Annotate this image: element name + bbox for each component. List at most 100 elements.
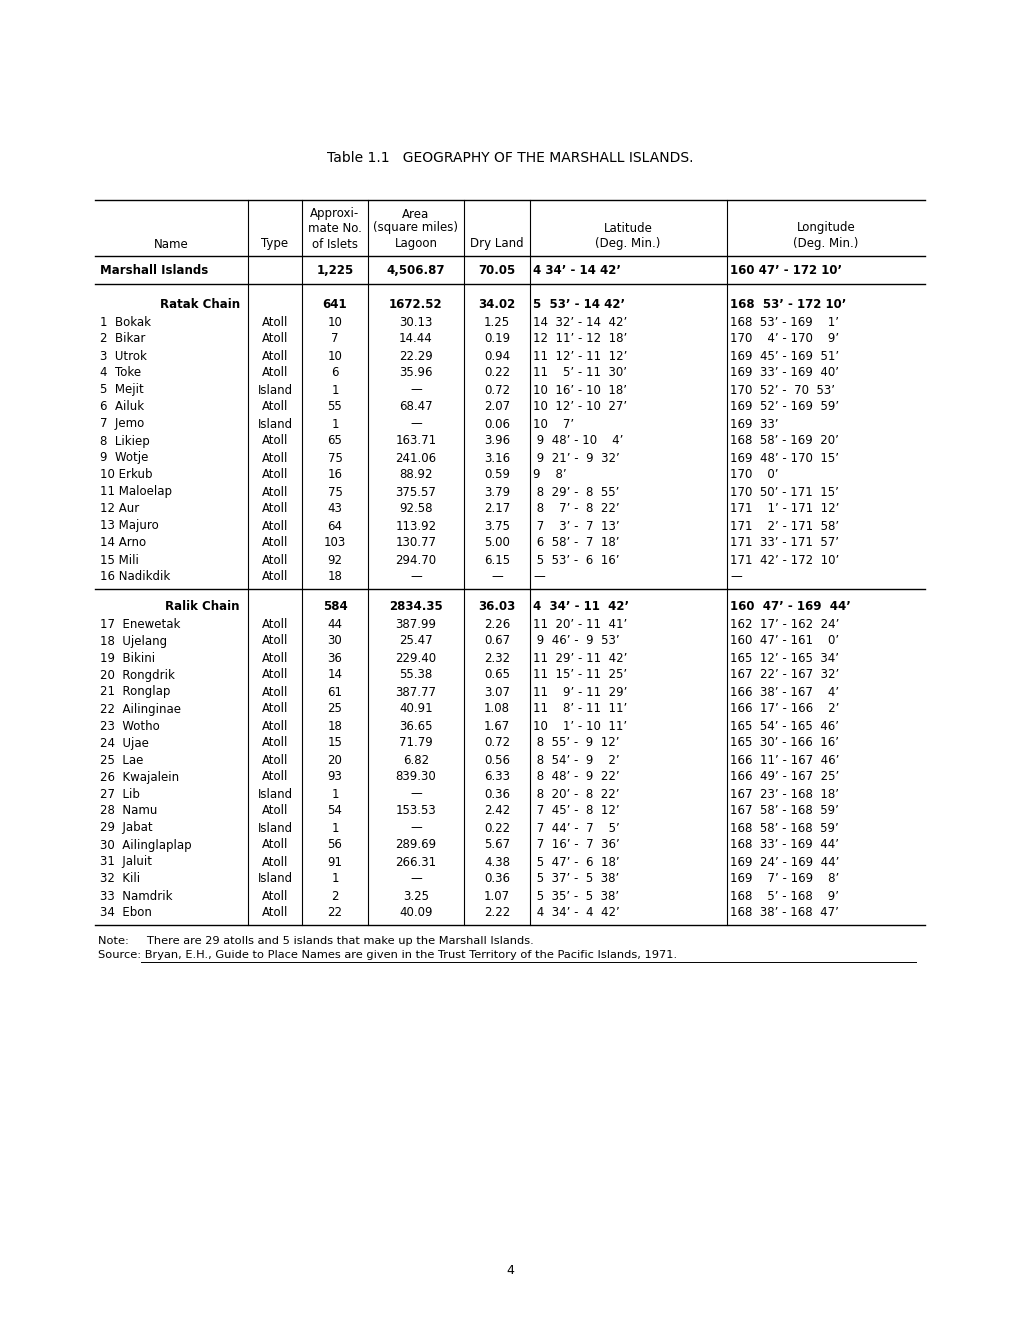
Text: 153.53: 153.53 <box>395 804 436 817</box>
Text: Note:     There are 29 atolls and 5 islands that make up the Marshall Islands.: Note: There are 29 atolls and 5 islands … <box>98 936 533 946</box>
Text: Ralik Chain: Ralik Chain <box>165 601 239 614</box>
Text: 9  Wotje: 9 Wotje <box>100 451 148 465</box>
Text: 2.07: 2.07 <box>483 400 510 413</box>
Text: 92: 92 <box>327 553 342 566</box>
Text: 5.67: 5.67 <box>483 838 510 851</box>
Text: 5  37’ -  5  38’: 5 37’ - 5 38’ <box>533 873 619 886</box>
Text: Atoll: Atoll <box>262 400 288 413</box>
Text: —: — <box>410 384 422 396</box>
Text: 11 Maloelap: 11 Maloelap <box>100 486 172 499</box>
Text: 584: 584 <box>322 601 347 614</box>
Text: 165  12’ - 165  34’: 165 12’ - 165 34’ <box>730 652 839 664</box>
Text: 30.13: 30.13 <box>398 315 432 329</box>
Text: 1.07: 1.07 <box>483 890 510 903</box>
Text: 20  Rongdrik: 20 Rongdrik <box>100 668 174 681</box>
Text: Atoll: Atoll <box>262 771 288 784</box>
Text: 2: 2 <box>331 890 338 903</box>
Text: 33  Namdrik: 33 Namdrik <box>100 890 172 903</box>
Text: Atoll: Atoll <box>262 520 288 532</box>
Text: 7  45’ -  8  12’: 7 45’ - 8 12’ <box>533 804 619 817</box>
Text: 166  49’ - 167  25’: 166 49’ - 167 25’ <box>730 771 839 784</box>
Text: Latitude: Latitude <box>603 222 652 235</box>
Text: 23  Wotho: 23 Wotho <box>100 719 160 733</box>
Text: 165  30’ - 166  16’: 165 30’ - 166 16’ <box>730 737 839 750</box>
Text: 168  53’ - 169    1’: 168 53’ - 169 1’ <box>730 315 839 329</box>
Text: 6.15: 6.15 <box>483 553 510 566</box>
Text: 25  Lae: 25 Lae <box>100 754 144 767</box>
Text: 167  58’ - 168  59’: 167 58’ - 168 59’ <box>730 804 838 817</box>
Text: 36: 36 <box>327 652 342 664</box>
Text: Atoll: Atoll <box>262 754 288 767</box>
Text: 375.57: 375.57 <box>395 486 436 499</box>
Text: 25.47: 25.47 <box>398 635 432 648</box>
Text: 22  Ailinginae: 22 Ailinginae <box>100 702 180 715</box>
Text: Atoll: Atoll <box>262 668 288 681</box>
Text: 5  53’ - 14 42’: 5 53’ - 14 42’ <box>533 298 625 312</box>
Text: 16 Nadikdik: 16 Nadikdik <box>100 570 170 583</box>
Text: Atoll: Atoll <box>262 333 288 346</box>
Text: Atoll: Atoll <box>262 536 288 549</box>
Text: 12  11’ - 12  18’: 12 11’ - 12 18’ <box>533 333 627 346</box>
Text: Ratak Chain: Ratak Chain <box>160 298 239 312</box>
Text: Atoll: Atoll <box>262 350 288 363</box>
Text: 29  Jabat: 29 Jabat <box>100 821 153 834</box>
Text: Atoll: Atoll <box>262 434 288 447</box>
Text: 3  Utrok: 3 Utrok <box>100 350 147 363</box>
Text: Marshall Islands: Marshall Islands <box>100 264 208 277</box>
Text: 0.22: 0.22 <box>483 367 510 380</box>
Text: 5  53’ -  6  16’: 5 53’ - 6 16’ <box>533 553 619 566</box>
Text: 166  38’ - 167    4’: 166 38’ - 167 4’ <box>730 685 839 698</box>
Text: 1.25: 1.25 <box>483 315 510 329</box>
Text: 88.92: 88.92 <box>398 469 432 482</box>
Text: 6: 6 <box>331 367 338 380</box>
Text: 1672.52: 1672.52 <box>389 298 442 312</box>
Text: 1: 1 <box>331 873 338 886</box>
Text: 21  Ronglap: 21 Ronglap <box>100 685 170 698</box>
Text: 16: 16 <box>327 469 342 482</box>
Text: 92.58: 92.58 <box>398 503 432 516</box>
Text: 5  Mejit: 5 Mejit <box>100 384 144 396</box>
Text: 241.06: 241.06 <box>395 451 436 465</box>
Text: 26  Kwajalein: 26 Kwajalein <box>100 771 179 784</box>
Text: 30: 30 <box>327 635 342 648</box>
Text: (Deg. Min.): (Deg. Min.) <box>793 238 858 251</box>
Text: 0.67: 0.67 <box>483 635 510 648</box>
Text: 4  34’ -  4  42’: 4 34’ - 4 42’ <box>533 907 620 920</box>
Text: —: — <box>410 417 422 430</box>
Text: 5  35’ -  5  38’: 5 35’ - 5 38’ <box>533 890 619 903</box>
Text: Dry Land: Dry Land <box>470 238 524 251</box>
Text: 9    8’: 9 8’ <box>533 469 567 482</box>
Text: 18  Ujelang: 18 Ujelang <box>100 635 167 648</box>
Text: 7  16’ -  7  36’: 7 16’ - 7 36’ <box>533 838 620 851</box>
Text: 113.92: 113.92 <box>395 520 436 532</box>
Text: 168  58’ - 169  20’: 168 58’ - 169 20’ <box>730 434 838 447</box>
Text: 9  21’ -  9  32’: 9 21’ - 9 32’ <box>533 451 620 465</box>
Text: 4: 4 <box>505 1263 514 1276</box>
Text: 0.65: 0.65 <box>484 668 510 681</box>
Text: 167  22’ - 167  32’: 167 22’ - 167 32’ <box>730 668 839 681</box>
Text: 30  Ailinglaplap: 30 Ailinglaplap <box>100 838 192 851</box>
Text: 2.22: 2.22 <box>483 907 510 920</box>
Text: —: — <box>410 821 422 834</box>
Text: Atoll: Atoll <box>262 635 288 648</box>
Text: 8  Likiep: 8 Likiep <box>100 434 150 447</box>
Text: 10    7’: 10 7’ <box>533 417 574 430</box>
Text: 9  48’ - 10    4’: 9 48’ - 10 4’ <box>533 434 623 447</box>
Text: 11    5’ - 11  30’: 11 5’ - 11 30’ <box>533 367 627 380</box>
Text: 8  29’ -  8  55’: 8 29’ - 8 55’ <box>533 486 619 499</box>
Text: 12 Aur: 12 Aur <box>100 503 140 516</box>
Text: Area: Area <box>401 207 429 220</box>
Text: 160  47’ - 161    0’: 160 47’ - 161 0’ <box>730 635 839 648</box>
Text: 8  20’ -  8  22’: 8 20’ - 8 22’ <box>533 788 619 800</box>
Text: 1.67: 1.67 <box>483 719 510 733</box>
Text: 641: 641 <box>322 298 347 312</box>
Text: 9  46’ -  9  53’: 9 46’ - 9 53’ <box>533 635 619 648</box>
Text: 0.56: 0.56 <box>484 754 510 767</box>
Text: 2834.35: 2834.35 <box>388 601 442 614</box>
Text: 28  Namu: 28 Namu <box>100 804 157 817</box>
Text: 169    7’ - 169    8’: 169 7’ - 169 8’ <box>730 873 839 886</box>
Text: Island: Island <box>257 384 292 396</box>
Text: 130.77: 130.77 <box>395 536 436 549</box>
Text: 75: 75 <box>327 486 342 499</box>
Text: 162  17’ - 162  24’: 162 17’ - 162 24’ <box>730 618 839 631</box>
